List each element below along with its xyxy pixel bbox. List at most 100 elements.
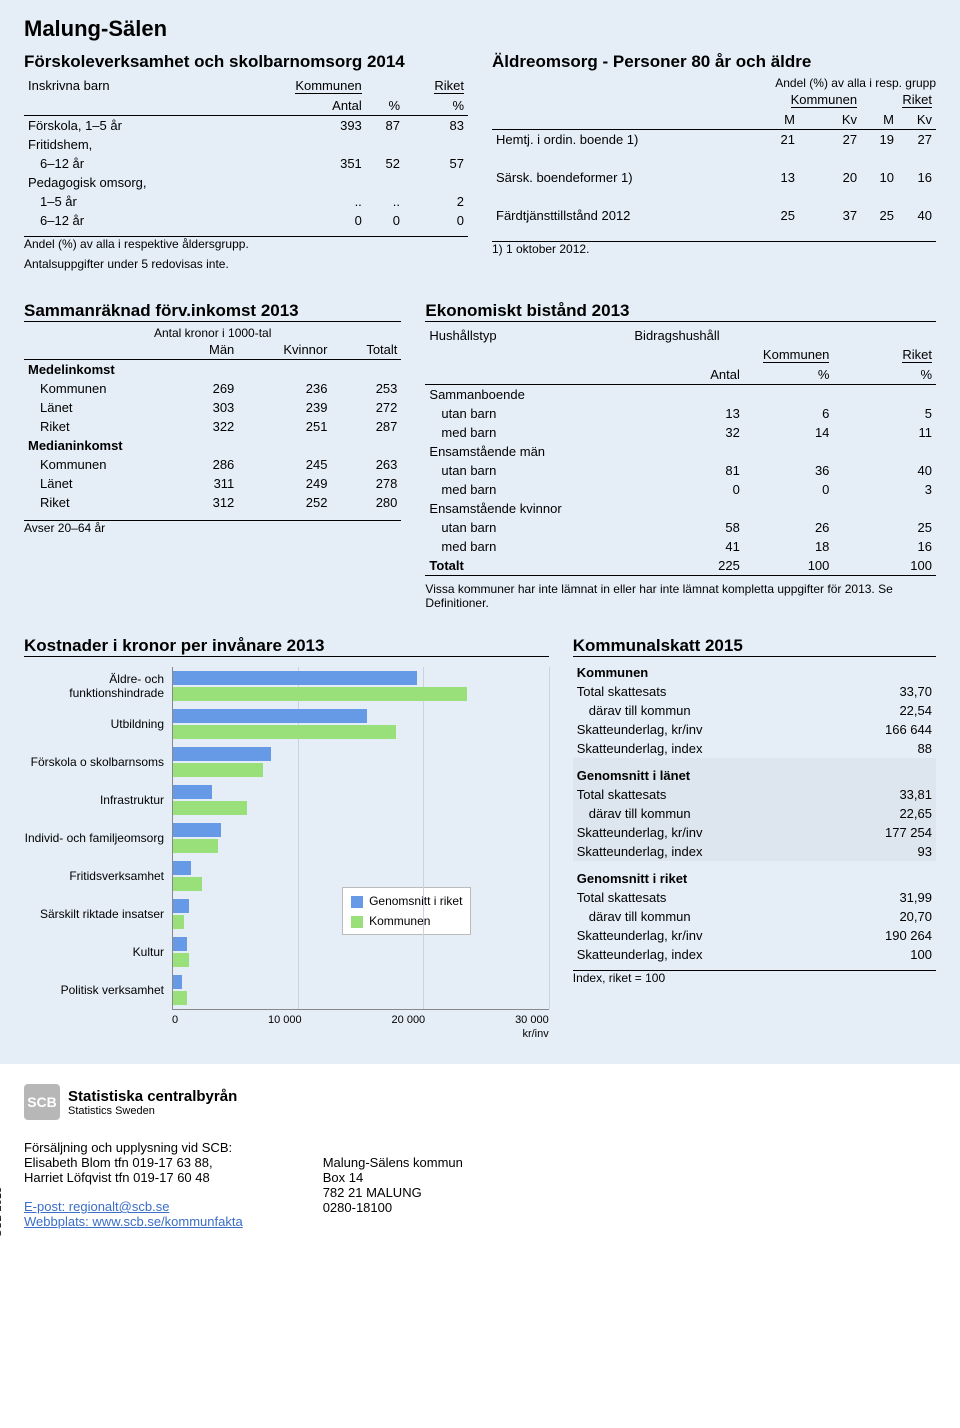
x-tick: 10 000	[268, 1014, 302, 1026]
preschool-note1: Andel (%) av alla i respektive åldersgru…	[24, 236, 468, 251]
table-row: med barn321411	[425, 423, 936, 442]
email-link[interactable]: E-post: regionalt@scb.se	[24, 1199, 169, 1214]
bar-pair	[173, 667, 549, 705]
page-title: Malung-Sälen	[24, 16, 936, 42]
bi-col-pct1: %	[744, 365, 834, 385]
preschool-block: Förskoleverksamhet och skolbarnomsorg 20…	[24, 48, 468, 271]
col-bidrag: Bidragshushåll	[630, 326, 936, 345]
table-row: Ensamstående kvinnor	[425, 499, 936, 518]
table-row: Skatteunderlag, index100	[573, 945, 936, 964]
footer-address: Malung-Sälens kommun Box 14 782 21 MALUN…	[323, 1140, 463, 1229]
table-row: Total skattesats33,81	[573, 785, 936, 804]
bistand-table: Hushållstyp Bidragshushåll Kommunen Rike…	[425, 326, 936, 576]
x-ticks: 010 00020 00030 000	[172, 1014, 549, 1026]
medel-label: Medelinkomst	[24, 360, 401, 380]
skatt-note: Index, riket = 100	[573, 970, 936, 985]
email-line: E-post: regionalt@scb.se	[24, 1199, 243, 1214]
chart-category-label: Individ- och familjeomsorg	[24, 819, 164, 857]
bar-kommunen	[173, 991, 187, 1005]
logo-main: Statistiska centralbyrån	[68, 1088, 237, 1105]
table-row: Kommunen	[573, 663, 936, 682]
table-row: därav till kommun20,70	[573, 907, 936, 926]
web-label: Webbplats:	[24, 1214, 92, 1229]
skatt-block: Kommunalskatt 2015 KommunenTotal skattes…	[573, 632, 936, 1040]
income-block: Sammanräknad förv.inkomst 2013 Antal kro…	[24, 297, 401, 610]
col-kommunen: Kommunen	[295, 78, 361, 94]
table-row: därav till kommun22,54	[573, 701, 936, 720]
bar-riket	[173, 671, 417, 685]
el-col-riket: Riket	[902, 92, 932, 108]
table-row: Riket312252280	[24, 493, 401, 512]
table-row: 6–12 år000	[24, 211, 468, 230]
footer: SCB 2015 SCB Statistiska centralbyrån St…	[0, 1064, 960, 1289]
table-row: Skatteunderlag, kr/inv166 644	[573, 720, 936, 739]
footer-columns: Försäljning och upplysning vid SCB: Elis…	[24, 1140, 936, 1229]
bar-kommunen	[173, 801, 247, 815]
web-link[interactable]: Webbplats: www.scb.se/kommunfakta	[24, 1214, 243, 1229]
table-row: utan barn1365	[425, 404, 936, 423]
elderly-table: Kommunen Riket M Kv M Kv Hemtj. i ordin.…	[492, 90, 936, 225]
table-row: Skatteunderlag, index88	[573, 739, 936, 758]
el-col-kommunen: Kommunen	[791, 92, 857, 108]
income-note: Avser 20–64 år	[24, 520, 401, 535]
bar-pair	[173, 781, 549, 819]
chart-category-label: Förskola o skolbarnsoms	[24, 743, 164, 781]
bar-riket	[173, 899, 189, 913]
web-value: www.scb.se/kommunfakta	[92, 1214, 242, 1229]
income-sub: Antal kronor i 1000-tal	[24, 326, 401, 340]
sales-head: Försäljning och upplysning vid SCB:	[24, 1140, 243, 1155]
x-unit: kr/inv	[172, 1028, 549, 1040]
scb-logo-icon: SCB	[24, 1084, 60, 1120]
elderly-heading: Äldreomsorg - Personer 80 år och äldre	[492, 52, 936, 72]
el-col-kv1: Kv	[799, 110, 861, 130]
bar-riket	[173, 785, 212, 799]
col-kvinnor: Kvinnor	[238, 340, 331, 360]
table-row: utan barn813640	[425, 461, 936, 480]
bistand-heading: Ekonomiskt bistånd 2013	[425, 301, 936, 322]
bi-col-kommunen: Kommunen	[763, 347, 829, 363]
bar-pair	[173, 933, 549, 971]
table-row: Länet303239272	[24, 398, 401, 417]
bar-kommunen	[173, 877, 202, 891]
table-row: Kommunen269236253	[24, 379, 401, 398]
table-row: utan barn582625	[425, 518, 936, 537]
chart-category-label: Äldre- och funktionshindrade	[24, 667, 164, 705]
x-tick: 20 000	[392, 1014, 426, 1026]
bistand-note: Vissa kommuner har inte lämnat in eller …	[425, 582, 936, 610]
bistand-block: Ekonomiskt bistånd 2013 Hushållstyp Bidr…	[425, 297, 936, 610]
chart-area: Genomsnitt i riket Kommunen	[172, 667, 549, 1010]
col-riket: Riket	[434, 78, 464, 94]
elderly-block: Äldreomsorg - Personer 80 år och äldre A…	[492, 48, 936, 271]
kostnader-chart: Äldre- och funktionshindradeUtbildningFö…	[24, 667, 549, 1040]
page-body: Malung-Sälen Förskoleverksamhet och skol…	[0, 0, 960, 1064]
table-row: Total skattesats33,70	[573, 682, 936, 701]
col-antal: Antal	[239, 96, 366, 116]
bar-riket	[173, 861, 191, 875]
logo-text: Statistiska centralbyrån Statistics Swed…	[68, 1088, 237, 1117]
preschool-table: Inskrivna barn Kommunen Riket Antal % % …	[24, 76, 468, 230]
bar-riket	[173, 709, 367, 723]
table-row: Fritidshem,	[24, 135, 468, 154]
table-row: Genomsnitt i länet	[573, 758, 936, 785]
side-label: SCB 2015	[0, 1187, 4, 1237]
chart-labels: Äldre- och funktionshindradeUtbildningFö…	[24, 667, 164, 1040]
table-row: Sammanboende	[425, 385, 936, 405]
table-row: Särsk. boendeformer 1)13201016	[492, 168, 936, 187]
median-label: Medianinkomst	[24, 436, 401, 455]
bar-kommunen	[173, 687, 467, 701]
table-row: Skatteunderlag, index93	[573, 842, 936, 861]
table-row: 6–12 år3515257	[24, 154, 468, 173]
table-row: Kommunen286245263	[24, 455, 401, 474]
addr4: 0280-18100	[323, 1200, 463, 1215]
table-row: Färdtjänsttillstånd 201225372540	[492, 206, 936, 225]
table-row: Skatteunderlag, kr/inv190 264	[573, 926, 936, 945]
bi-col-pct2: %	[833, 365, 936, 385]
table-row: Skatteunderlag, kr/inv177 254	[573, 823, 936, 842]
bar-kommunen	[173, 915, 184, 929]
income-heading: Sammanräknad förv.inkomst 2013	[24, 301, 401, 322]
bar-kommunen	[173, 763, 263, 777]
bar-riket	[173, 975, 182, 989]
elderly-note: 1) 1 oktober 2012.	[492, 241, 936, 256]
contact-line1: Elisabeth Blom tfn 019-17 63 88,	[24, 1155, 243, 1170]
skatt-table: KommunenTotal skattesats33,70därav till …	[573, 663, 936, 964]
